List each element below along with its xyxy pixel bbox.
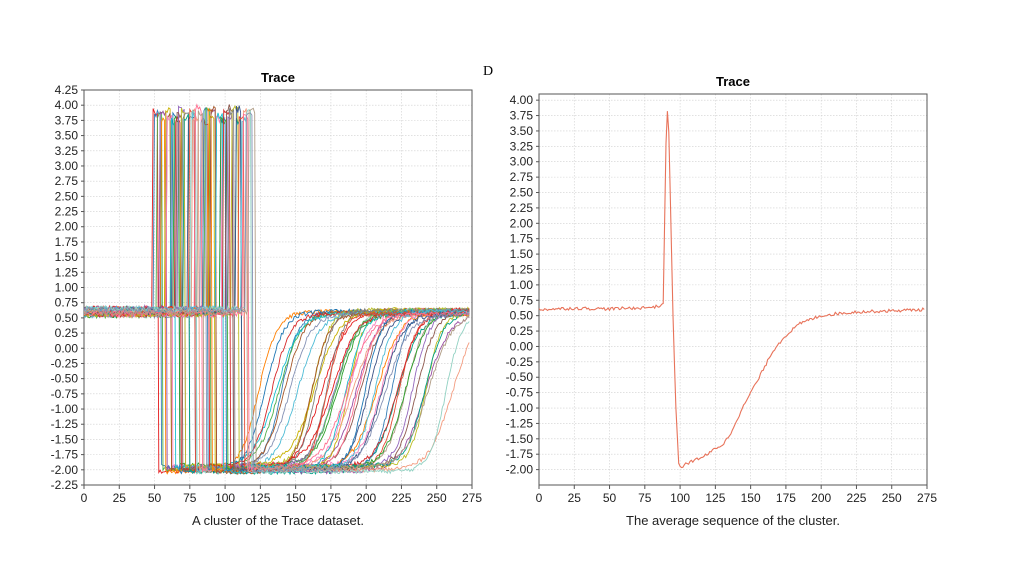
y-tick-label: 3.25 bbox=[510, 139, 534, 153]
chart-cluster-traces: 4.254.003.75 3.503.253.002.752.50 2.252.00… bbox=[51, 70, 483, 528]
y-tick-label: 3.00 bbox=[510, 155, 534, 169]
x-tick-label: 25 bbox=[113, 491, 127, 505]
x-tick-label: 25 bbox=[568, 491, 582, 505]
y-tick-label: -1.50 bbox=[51, 432, 79, 446]
y-tick-label: 2.75 bbox=[55, 174, 79, 188]
y-tick-label: -0.25 bbox=[51, 356, 79, 370]
y-tick-label: 1.25 bbox=[510, 262, 534, 276]
y-tick-label: 0.75 bbox=[510, 293, 534, 307]
y-tick-label: 0.00 bbox=[510, 339, 534, 353]
y-tick-label: 1.50 bbox=[55, 250, 79, 264]
y-tick-label: 1.00 bbox=[55, 281, 79, 295]
x-tick-label: 100 bbox=[670, 491, 690, 505]
y-tick-label: 3.75 bbox=[55, 113, 79, 127]
y-tick-label: -0.25 bbox=[506, 355, 534, 369]
x-tick-label: 100 bbox=[215, 491, 235, 505]
plot-area bbox=[539, 94, 927, 485]
x-tick-label: 225 bbox=[391, 491, 411, 505]
y-tick-label: 4.00 bbox=[55, 98, 79, 112]
y-tick-label: 2.00 bbox=[510, 216, 534, 230]
chart-caption: A cluster of the Trace dataset. bbox=[192, 513, 364, 528]
y-tick-label: -2.25 bbox=[51, 478, 79, 492]
y-tick-label: 3.50 bbox=[510, 124, 534, 138]
y-tick-label: 4.00 bbox=[510, 93, 534, 107]
x-tick-label: 275 bbox=[917, 491, 937, 505]
x-tick-label: 50 bbox=[148, 491, 162, 505]
y-tick-label: 0.75 bbox=[55, 296, 79, 310]
y-tick-label: 2.50 bbox=[55, 189, 79, 203]
y-tick-label: -1.00 bbox=[51, 402, 79, 416]
chart-title: Trace bbox=[261, 70, 295, 85]
x-tick-label: 200 bbox=[811, 491, 831, 505]
y-tick-label: 2.50 bbox=[510, 186, 534, 200]
y-tick-label: 2.75 bbox=[510, 170, 534, 184]
y-tick-label: -0.75 bbox=[506, 386, 534, 400]
plot-area bbox=[84, 90, 472, 485]
y-tick-label: 2.25 bbox=[55, 205, 79, 219]
y-tick-label: -1.75 bbox=[51, 448, 79, 462]
chart-average-sequence: 4.00 3.753.503.25 3.002.75 2.502.252.00 1.75… bbox=[506, 74, 938, 528]
series-line-50 bbox=[84, 107, 470, 472]
y-tick-label: -0.75 bbox=[51, 387, 79, 401]
y-tick-label: 1.25 bbox=[55, 265, 79, 279]
y-tick-label: 0.25 bbox=[510, 324, 534, 338]
series-line-49 bbox=[84, 112, 470, 474]
x-tick-label: 75 bbox=[638, 491, 652, 505]
x-tick-label: 0 bbox=[81, 491, 88, 505]
y-tick-label: 3.00 bbox=[55, 159, 79, 173]
y-tick-label: -0.50 bbox=[51, 372, 79, 386]
y-tick-label: 0.50 bbox=[510, 309, 534, 323]
y-tick-label: 3.75 bbox=[510, 109, 534, 123]
y-tick-label: 1.75 bbox=[510, 232, 534, 246]
x-tick-label: 175 bbox=[321, 491, 341, 505]
x-tick-label: 75 bbox=[183, 491, 197, 505]
y-tick-label: 3.25 bbox=[55, 144, 79, 158]
x-tick-label: 275 bbox=[462, 491, 482, 505]
plot-frame bbox=[538, 93, 928, 486]
y-tick-label: 1.75 bbox=[55, 235, 79, 249]
y-tick-label: 1.00 bbox=[510, 278, 534, 292]
x-tick-label: 125 bbox=[250, 491, 270, 505]
y-tick-label: -1.50 bbox=[506, 432, 534, 446]
x-tick-label: 150 bbox=[741, 491, 761, 505]
average-series-line bbox=[538, 111, 925, 469]
chart-title: Trace bbox=[716, 74, 750, 89]
y-tick-label: 2.00 bbox=[55, 220, 79, 234]
y-tick-label: 0.00 bbox=[55, 341, 79, 355]
series-line-47 bbox=[84, 109, 470, 475]
y-tick-label: -2.00 bbox=[506, 463, 534, 477]
x-tick-label: 150 bbox=[286, 491, 306, 505]
y-tick-label: 0.50 bbox=[55, 311, 79, 325]
x-tick-label: 250 bbox=[427, 491, 447, 505]
y-tick-label: 4.25 bbox=[55, 83, 79, 97]
x-tick-label: 50 bbox=[603, 491, 617, 505]
panel-marker: D bbox=[483, 64, 494, 79]
series-line-43 bbox=[84, 105, 470, 473]
plot-frame bbox=[83, 89, 473, 486]
y-tick-label: 1.50 bbox=[510, 247, 534, 261]
x-tick-label: 0 bbox=[536, 491, 543, 505]
y-tick-label: 0.25 bbox=[55, 326, 79, 340]
y-tick-label: -0.50 bbox=[506, 370, 534, 384]
chart-caption: The average sequence of the cluster. bbox=[626, 513, 840, 528]
y-tick-label: -1.75 bbox=[506, 447, 534, 461]
y-tick-label: 3.50 bbox=[55, 129, 79, 143]
y-tick-label: -1.25 bbox=[506, 416, 534, 430]
x-tick-label: 225 bbox=[846, 491, 866, 505]
y-tick-label: -1.25 bbox=[51, 417, 79, 431]
x-tick-label: 175 bbox=[776, 491, 796, 505]
series-group bbox=[84, 103, 470, 476]
y-tick-label: -1.00 bbox=[506, 401, 534, 415]
x-tick-label: 200 bbox=[356, 491, 376, 505]
x-tick-label: 250 bbox=[882, 491, 902, 505]
x-tick-label: 125 bbox=[705, 491, 725, 505]
y-tick-label: -2.00 bbox=[51, 463, 79, 477]
y-tick-label: 2.25 bbox=[510, 201, 534, 215]
